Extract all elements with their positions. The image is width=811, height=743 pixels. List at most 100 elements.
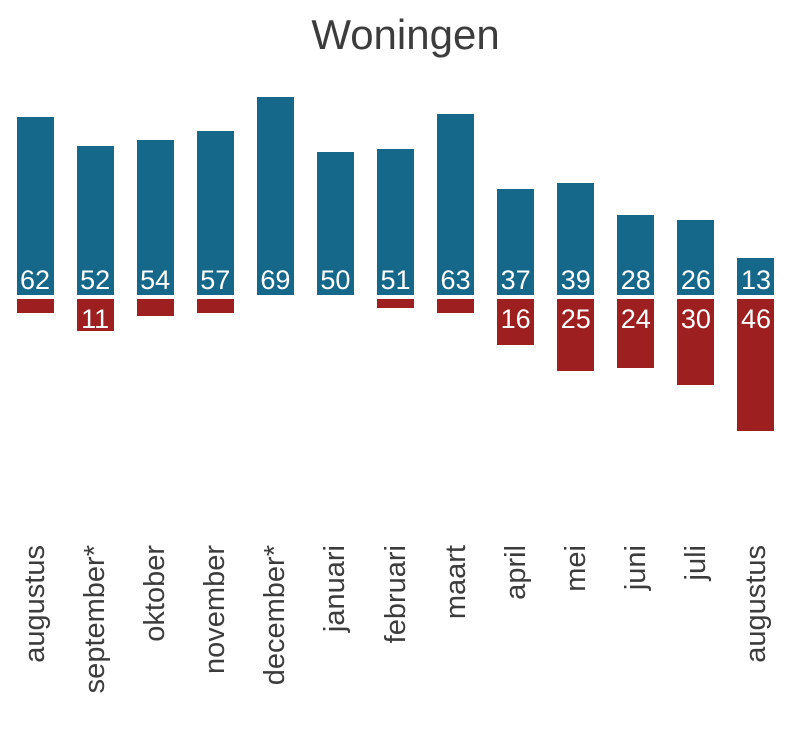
positive-bar: 37 xyxy=(497,188,535,295)
bar-column: 26 30 juli xyxy=(666,90,726,740)
bar-column: 28 24 juni xyxy=(606,90,666,740)
positive-bar-value: 50 xyxy=(320,265,351,295)
negative-bar-value: 11 xyxy=(81,304,110,334)
negative-bar xyxy=(136,299,174,317)
x-axis-label: februari xyxy=(379,545,412,644)
positive-bar-value: 37 xyxy=(500,265,531,295)
positive-bar-value: 39 xyxy=(560,265,591,295)
positive-bar-area: 26 xyxy=(666,90,726,295)
negative-bar: 25 xyxy=(557,299,595,371)
x-axis-label-area: augustus xyxy=(5,545,65,740)
positive-bar: 51 xyxy=(377,148,414,295)
positive-bar: 52 xyxy=(76,145,114,295)
x-axis-label: november xyxy=(199,545,232,674)
positive-bar-area: 37 xyxy=(486,90,546,295)
negative-bar xyxy=(377,299,414,308)
positive-bar: 50 xyxy=(316,151,354,295)
negative-bar-area: 30 xyxy=(666,299,726,439)
negative-bar-area xyxy=(365,299,425,439)
positive-bar: 39 xyxy=(557,183,595,295)
negative-bar: 16 xyxy=(497,299,535,345)
x-axis-label-area: mei xyxy=(546,545,606,740)
positive-bar-area: 51 xyxy=(365,90,425,295)
positive-bar-area: 57 xyxy=(185,90,245,295)
positive-bar-area: 69 xyxy=(245,90,305,295)
bar-column: 52 11 september* xyxy=(65,90,125,740)
positive-bar: 57 xyxy=(196,131,234,295)
positive-bar-area: 13 xyxy=(726,90,786,295)
x-axis-label: juni xyxy=(619,545,652,591)
positive-bar-area: 52 xyxy=(65,90,125,295)
positive-bar-area: 63 xyxy=(426,90,486,295)
negative-bar-area xyxy=(5,299,65,439)
x-axis-label-area: januari xyxy=(305,545,365,740)
positive-bar-value: 63 xyxy=(440,265,471,295)
negative-bar-area: 24 xyxy=(606,299,666,439)
bar-column: 37 16 april xyxy=(486,90,546,740)
bar-column: 54 oktober xyxy=(125,90,185,740)
positive-bar-area: 50 xyxy=(305,90,365,295)
x-axis-label: mei xyxy=(559,545,592,592)
bar-column: 57 november xyxy=(185,90,245,740)
negative-bar: 11 xyxy=(76,299,114,334)
x-axis-label: augustus xyxy=(19,545,52,663)
x-axis-label-area: augustus xyxy=(726,545,786,740)
negative-bar-value: 30 xyxy=(680,304,711,334)
chart-title: Woningen xyxy=(311,11,500,58)
x-axis-label: oktober xyxy=(139,545,172,642)
bar-column: 69 december* xyxy=(245,90,305,740)
bar-column: 39 25 mei xyxy=(546,90,606,740)
positive-bar-value: 62 xyxy=(20,265,51,295)
positive-bar-value: 54 xyxy=(140,265,171,295)
positive-bar-value: 26 xyxy=(680,265,711,295)
bar-column: 63 maart xyxy=(426,90,486,740)
negative-bar-area: 25 xyxy=(546,299,606,439)
title-row: Woningen xyxy=(0,0,811,90)
x-axis-label-area: april xyxy=(486,545,546,740)
negative-bar: 30 xyxy=(677,299,715,386)
negative-bar: 24 xyxy=(617,299,655,368)
x-axis-label: december* xyxy=(259,545,292,686)
positive-bar-value: 57 xyxy=(200,265,231,295)
negative-bar-value: 16 xyxy=(500,304,531,334)
negative-bar-area: 11 xyxy=(65,299,125,439)
positive-bar: 54 xyxy=(136,140,174,295)
x-axis-label: september* xyxy=(79,545,112,694)
negative-bar xyxy=(196,299,234,314)
x-axis-label: augustus xyxy=(739,545,772,663)
x-axis-label-area: juli xyxy=(666,545,726,740)
positive-bar-area: 39 xyxy=(546,90,606,295)
negative-bar-area: 16 xyxy=(486,299,546,439)
positive-bar: 62 xyxy=(16,117,54,295)
positive-bar: 26 xyxy=(677,220,715,295)
positive-bar: 63 xyxy=(437,114,475,295)
plot-area: 62 augustus 52 11 september* 54 oktober 57 novem… xyxy=(5,90,786,740)
positive-bar: 69 xyxy=(256,96,294,295)
x-axis-label: april xyxy=(499,545,532,600)
x-axis-label-area: december* xyxy=(245,545,305,740)
x-axis-label-area: oktober xyxy=(125,545,185,740)
negative-bar-area xyxy=(245,299,305,439)
positive-bar-area: 28 xyxy=(606,90,666,295)
bar-column: 13 46 augustus xyxy=(726,90,786,740)
negative-bar: 46 xyxy=(737,299,775,432)
negative-bar-value: 25 xyxy=(560,304,591,334)
negative-bar-area xyxy=(305,299,365,439)
bar-column: 51 februari xyxy=(365,90,425,740)
negative-bar-value: 46 xyxy=(740,304,771,334)
x-axis-label: maart xyxy=(439,545,472,620)
positive-bar-area: 62 xyxy=(5,90,65,295)
bar-column: 50 januari xyxy=(305,90,365,740)
positive-bar-value: 51 xyxy=(380,265,411,295)
x-axis-label-area: november xyxy=(185,545,245,740)
positive-bar: 13 xyxy=(737,257,775,295)
negative-bar-area: 46 xyxy=(726,299,786,439)
negative-bar-area xyxy=(185,299,245,439)
positive-bar-value: 13 xyxy=(740,265,771,295)
positive-bar: 28 xyxy=(617,214,655,295)
positive-bar-value: 28 xyxy=(620,265,651,295)
positive-bar-value: 69 xyxy=(260,265,291,295)
bar-column: 62 augustus xyxy=(5,90,65,740)
x-axis-label-area: juni xyxy=(606,545,666,740)
